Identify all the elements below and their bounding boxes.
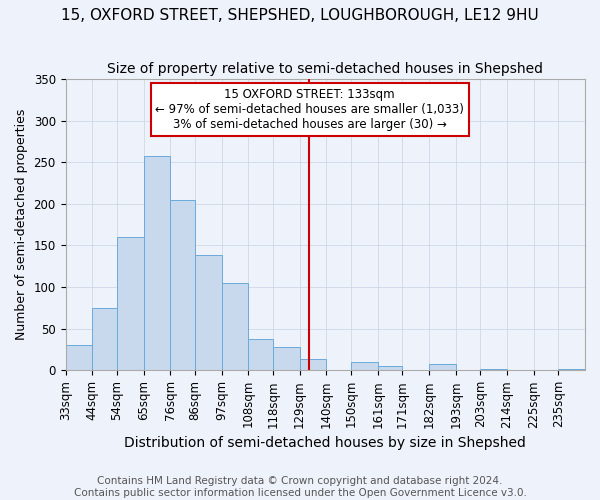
Bar [299,358,326,370]
Bar [273,347,299,370]
Bar [117,237,143,370]
Bar [429,364,456,370]
Bar [92,308,117,370]
Bar [65,346,92,370]
Bar [248,338,273,370]
Bar [351,362,377,370]
Title: Size of property relative to semi-detached houses in Shepshed: Size of property relative to semi-detach… [107,62,543,76]
Bar [377,366,402,370]
Bar [221,283,248,370]
Bar [143,156,170,370]
Text: 15 OXFORD STREET: 133sqm
← 97% of semi-detached houses are smaller (1,033)
3% of: 15 OXFORD STREET: 133sqm ← 97% of semi-d… [155,88,464,131]
Text: Contains HM Land Registry data © Crown copyright and database right 2024.
Contai: Contains HM Land Registry data © Crown c… [74,476,526,498]
X-axis label: Distribution of semi-detached houses by size in Shepshed: Distribution of semi-detached houses by … [124,436,526,450]
Bar [558,368,585,370]
Bar [195,256,221,370]
Bar [170,200,195,370]
Y-axis label: Number of semi-detached properties: Number of semi-detached properties [15,109,28,340]
Text: 15, OXFORD STREET, SHEPSHED, LOUGHBOROUGH, LE12 9HU: 15, OXFORD STREET, SHEPSHED, LOUGHBOROUG… [61,8,539,22]
Bar [480,368,507,370]
